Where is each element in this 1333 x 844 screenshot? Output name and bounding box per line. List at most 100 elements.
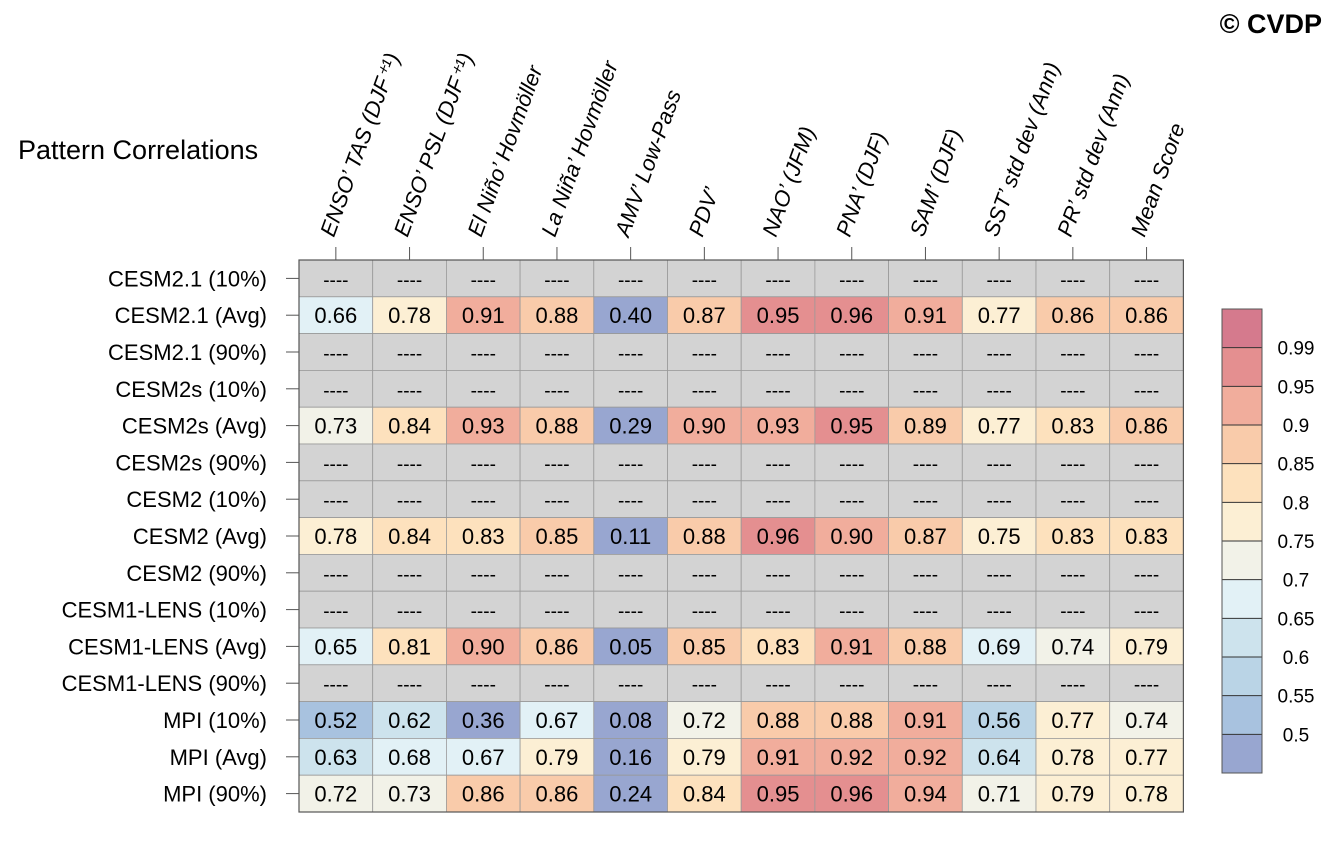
cell-value-label: 0.52 (314, 708, 357, 733)
column-label: AMV’ Low-Pass (609, 86, 686, 241)
row-label: CESM2s (90%) (115, 450, 267, 475)
heatmap-cell (1035, 517, 1111, 555)
cell-value-label: ---- (913, 675, 938, 696)
heatmap-cell (298, 296, 374, 334)
row-label: MPI (Avg) (170, 745, 267, 770)
cell-value-label: ---- (839, 344, 864, 365)
heatmap-cell (298, 627, 374, 666)
cell-value-label: 0.40 (609, 303, 652, 328)
heatmap-cell (372, 701, 447, 739)
cell-value-label: 0.72 (683, 708, 726, 733)
cell-value-label: ---- (839, 491, 864, 512)
row-label: CESM2.1 (10%) (108, 266, 267, 291)
cell-value-label: ---- (618, 565, 643, 586)
heatmap-cell (1035, 627, 1111, 666)
heatmap-cell (445, 517, 521, 555)
heatmap-cell (593, 517, 668, 555)
colorbar-segment (1222, 347, 1262, 387)
heatmap-cell (372, 627, 447, 666)
cell-value-label: ---- (1060, 491, 1085, 512)
heatmap-cell (961, 296, 1037, 334)
colorbar-label: 0.85 (1278, 455, 1315, 476)
cell-value-label: ---- (471, 381, 496, 402)
cell-value-label: 0.86 (1125, 414, 1168, 439)
cell-value-label: 0.74 (1125, 708, 1168, 733)
cell-value-label: ---- (323, 381, 348, 402)
heatmap-cell (519, 554, 595, 592)
cell-value-label: ---- (1060, 381, 1085, 402)
heatmap-cell (1035, 664, 1111, 702)
cell-value-label: ---- (1134, 381, 1159, 402)
heatmap-cell (593, 590, 668, 629)
heatmap-cell (1109, 774, 1184, 813)
cell-value-label: 0.78 (388, 303, 431, 328)
cell-value-label: ---- (471, 565, 496, 586)
heatmap-cell (445, 590, 521, 629)
heatmap-cell (1109, 627, 1184, 666)
cell-value-label: 0.90 (462, 634, 505, 659)
heatmap-cell (519, 627, 595, 666)
heatmap-cell (1035, 774, 1111, 813)
row-label: CESM2 (Avg) (133, 524, 267, 549)
cell-value-label: ---- (692, 270, 717, 291)
cell-value-label: 0.95 (830, 414, 873, 439)
cell-value-label: 0.65 (314, 634, 357, 659)
cell-value-label: ---- (765, 602, 790, 623)
cell-value-label: 0.86 (536, 634, 579, 659)
column-labels: ENSO’ TAS (DJF⁺¹)ENSO’ PSL (DJF⁺¹)El Niñ… (315, 49, 1190, 260)
cell-value-label: ---- (1134, 270, 1159, 291)
heatmap-cell (961, 701, 1037, 739)
heatmap-cell (372, 590, 447, 629)
cell-value-label: ---- (986, 454, 1011, 475)
cell-value-label: 0.79 (683, 745, 726, 770)
heatmap-cell (593, 774, 668, 813)
heatmap-cell (593, 554, 668, 592)
heatmap-cell (667, 406, 742, 445)
colorbar-segment (1222, 657, 1262, 696)
heatmap-cell (814, 738, 890, 776)
cell-value-label: 0.77 (1125, 745, 1168, 770)
heatmap-cell (1035, 738, 1111, 776)
heatmap-cell (519, 259, 595, 298)
cell-value-label: 0.75 (978, 524, 1021, 549)
heatmap-cell (740, 480, 816, 518)
heatmap-cell (372, 443, 447, 482)
cell-value-label: ---- (544, 270, 569, 291)
heatmap-cell (593, 627, 668, 666)
cell-value-label: 0.96 (830, 303, 873, 328)
cell-value-label: 0.78 (1125, 782, 1168, 807)
column-label: PR’ std dev (Ann) (1052, 70, 1134, 239)
cell-value-label: 0.79 (1051, 782, 1094, 807)
cell-value-label: ---- (471, 675, 496, 696)
cell-value-label: ---- (1134, 675, 1159, 696)
cell-value-label: ---- (323, 602, 348, 623)
cell-value-label: 0.96 (757, 524, 800, 549)
cell-value-label: 0.79 (1125, 634, 1168, 659)
cell-value-label: 0.69 (978, 634, 1021, 659)
cell-value-label: ---- (471, 270, 496, 291)
colorbar-label: 0.99 (1278, 339, 1315, 360)
cell-value-label: 0.24 (609, 782, 652, 807)
cell-value-label: ---- (765, 454, 790, 475)
colorbar-label: 0.9 (1283, 416, 1309, 437)
heatmap-cell (445, 664, 521, 702)
heatmap-cell (814, 259, 890, 298)
cell-value-label: ---- (986, 491, 1011, 512)
cell-value-label: 0.93 (757, 414, 800, 439)
cell-value-label: 0.95 (757, 303, 800, 328)
cell-value-label: 0.68 (388, 745, 431, 770)
heatmap-cell (888, 554, 963, 592)
heatmap-cell (298, 333, 374, 371)
cell-value-label: 0.94 (904, 782, 947, 807)
cell-value-label: 0.88 (536, 414, 579, 439)
cell-value-label: ---- (692, 602, 717, 623)
cell-value-label: ---- (765, 491, 790, 512)
heatmap-cell (593, 701, 668, 739)
cell-value-label: ---- (692, 491, 717, 512)
colorbar-segment (1222, 463, 1262, 503)
cell-value-label: ---- (1060, 454, 1085, 475)
heatmap-cell (814, 774, 890, 813)
cell-value-label: 0.16 (609, 745, 652, 770)
heatmap-cell (593, 443, 668, 482)
heatmap-cell (814, 333, 890, 371)
